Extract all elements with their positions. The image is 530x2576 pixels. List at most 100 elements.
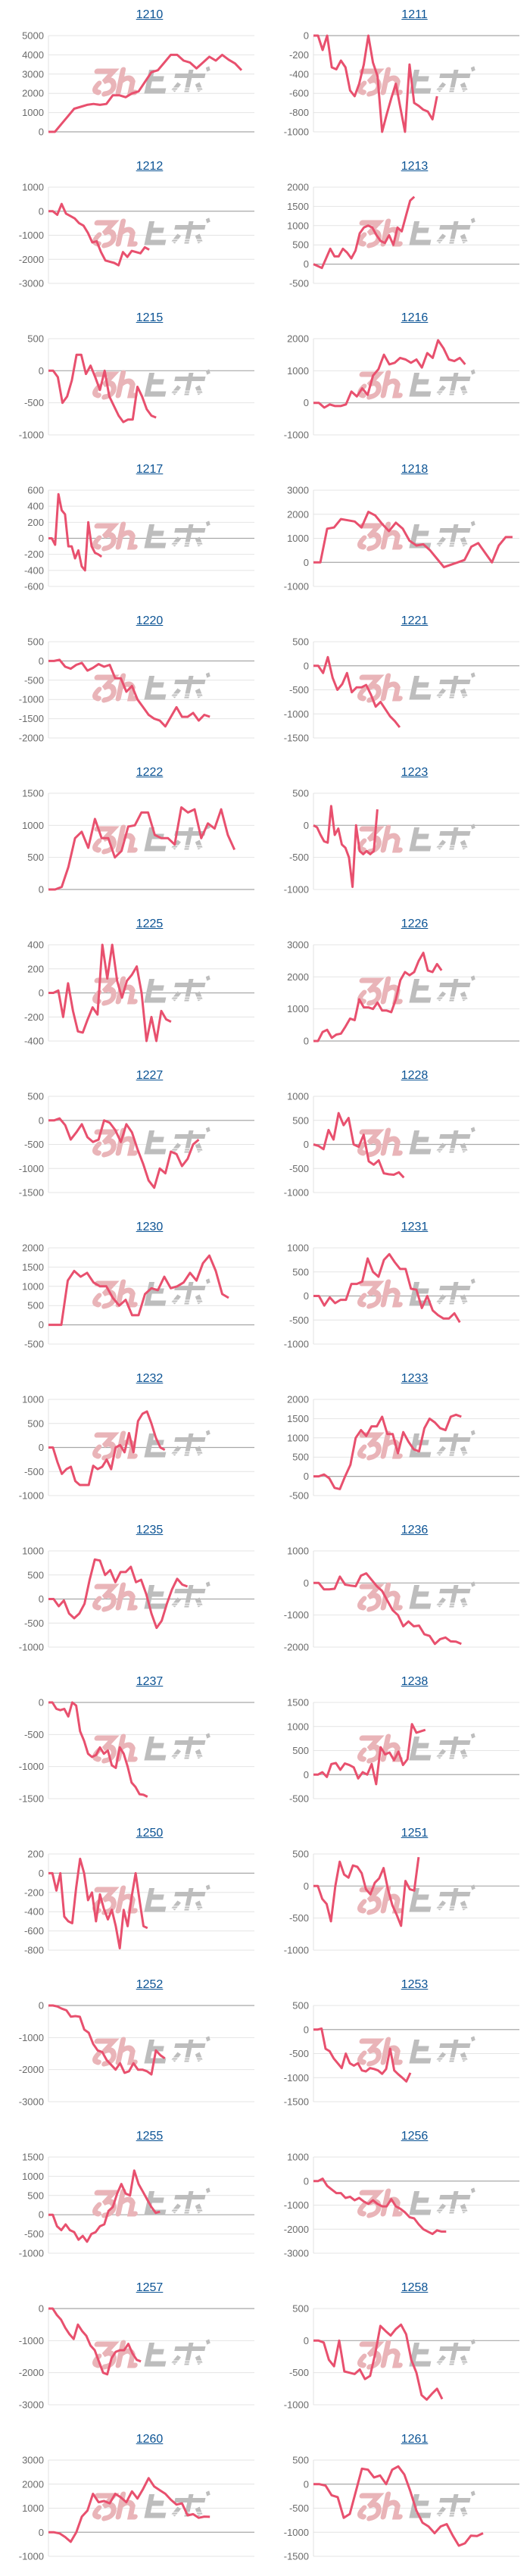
chart-title: 1256 [310, 2130, 519, 2143]
y-tick-label: 0 [304, 1577, 309, 1589]
y-tick-label: 500 [27, 1569, 44, 1580]
chart-title-link[interactable]: 1228 [401, 1069, 429, 1082]
y-tick-label: 0 [39, 1114, 44, 1126]
y-tick-label: 1500 [22, 788, 44, 799]
chart-title-link[interactable]: 1216 [401, 311, 429, 324]
series-line [48, 806, 236, 891]
chart-title-link[interactable]: 1225 [136, 918, 164, 930]
y-tick-label: 2000 [287, 508, 309, 520]
chart-title-link[interactable]: 1220 [136, 614, 164, 627]
y-tick-label: -200 [24, 549, 44, 560]
chart-svg: -1000 -500 0 500 1000 [19, 1394, 254, 1502]
y-tick-label: -1000 [19, 2335, 44, 2346]
chart-title: 1215 [45, 311, 254, 325]
chart-title-link[interactable]: 1253 [401, 1978, 429, 1991]
chart-title-link[interactable]: 1213 [401, 160, 429, 173]
y-tick-label: 0 [39, 1697, 44, 1708]
chart-title: 1226 [310, 918, 519, 931]
chart-title-link[interactable]: 1260 [136, 2433, 164, 2446]
chart-title-link[interactable]: 1215 [136, 311, 164, 324]
y-tick-label: -800 [24, 1945, 44, 1956]
chart-svg: -500 0 500 1000 1500 2000 [22, 1243, 254, 1350]
y-tick-label: 0 [39, 1868, 44, 1879]
watermark-logo [92, 369, 212, 400]
watermark-logo [357, 2036, 477, 2067]
chart-title-link[interactable]: 1256 [401, 2130, 429, 2143]
chart-svg: -1000 -500 0 500 1000 1500 [19, 2152, 254, 2259]
chart-1255: -1000 -500 0 500 1000 1500 1255 [0, 2121, 265, 2273]
y-tick-label: 2000 [22, 1243, 44, 1254]
chart-1211: -1000 -800 -600 -400 -200 0 1211 [265, 0, 530, 152]
chart-title-link[interactable]: 1252 [136, 1978, 164, 1991]
chart-title-link[interactable]: 1233 [401, 1372, 429, 1385]
chart-title-link[interactable]: 1211 [401, 8, 428, 21]
series-line [48, 658, 210, 728]
y-tick-label: -3000 [19, 278, 44, 289]
chart-title-link[interactable]: 1210 [136, 8, 164, 21]
chart-title-link[interactable]: 1221 [401, 614, 429, 627]
watermark-logo [357, 66, 477, 97]
y-tick-label: 0 [304, 2335, 309, 2346]
y-tick-label: -1000 [19, 2551, 44, 2562]
series-line [313, 1857, 420, 1927]
chart-title-link[interactable]: 1218 [401, 463, 429, 476]
y-tick-label: 0 [304, 1769, 309, 1780]
chart-title-link[interactable]: 1235 [136, 1524, 164, 1537]
chart-1256: -3000 -2000 -1000 0 1000 1256 [265, 2121, 530, 2273]
y-tick-label: 1000 [287, 1091, 309, 1102]
series-line [313, 2027, 412, 2083]
y-tick-label: -1000 [284, 1609, 309, 1621]
y-tick-label: -1500 [284, 733, 309, 744]
chart-title-link[interactable]: 1222 [136, 766, 164, 779]
chart-title-link[interactable]: 1236 [401, 1524, 429, 1537]
watermark-logo [357, 1278, 477, 1309]
chart-svg: -1500 -1000 -500 0 500 [284, 2000, 519, 2108]
y-tick-label: -1000 [284, 884, 309, 896]
y-tick-label: -2000 [284, 1642, 309, 1653]
chart-title-link[interactable]: 1223 [401, 766, 429, 779]
y-tick-label: -1500 [284, 2551, 309, 2562]
y-tick-label: -500 [24, 1729, 44, 1740]
chart-title: 1257 [45, 2281, 254, 2295]
chart-title-link[interactable]: 1230 [136, 1221, 164, 1233]
chart-title-link[interactable]: 1255 [136, 2130, 164, 2143]
chart-title-link[interactable]: 1232 [136, 1372, 164, 1385]
chart-title-link[interactable]: 1257 [136, 2281, 164, 2294]
chart-svg: -800 -600 -400 -200 0 200 [24, 1849, 254, 1956]
y-tick-label: -500 [289, 1490, 309, 1502]
y-tick-label: -1000 [284, 1339, 309, 1350]
chart-title-link[interactable]: 1231 [401, 1221, 429, 1233]
chart-title: 1233 [310, 1372, 519, 1386]
chart-title: 1217 [45, 463, 254, 477]
chart-title-link[interactable]: 1212 [136, 160, 164, 173]
series-line [313, 339, 466, 409]
y-tick-label: -1000 [284, 2527, 309, 2538]
y-tick-label: 1000 [22, 1546, 44, 1557]
y-tick-label: 0 [304, 2175, 309, 2187]
y-tick-label: 500 [292, 1266, 309, 1277]
watermark-logo [357, 2339, 477, 2370]
y-tick-label: -400 [24, 1036, 44, 1047]
chart-title-link[interactable]: 1237 [136, 1675, 164, 1688]
y-tick-label: 2000 [287, 333, 309, 345]
y-tick-label: 0 [39, 2000, 44, 2012]
chart-title-link[interactable]: 1226 [401, 918, 429, 930]
chart-title-link[interactable]: 1251 [401, 1827, 429, 1840]
y-tick-label: 0 [39, 2209, 44, 2221]
y-tick-label: -800 [289, 107, 309, 118]
watermark-logo [357, 369, 477, 400]
chart-title: 1225 [45, 918, 254, 931]
y-tick-label: 500 [292, 1452, 309, 1463]
chart-title-link[interactable]: 1250 [136, 1827, 164, 1840]
chart-title: 1227 [45, 1069, 254, 1083]
chart-title-link[interactable]: 1227 [136, 1069, 164, 1082]
chart-title-link[interactable]: 1261 [401, 2433, 429, 2446]
chart-title-link[interactable]: 1217 [136, 463, 164, 476]
y-tick-label: 0 [304, 660, 309, 671]
chart-title-link[interactable]: 1258 [401, 2281, 429, 2294]
series-line [48, 53, 243, 133]
chart-1237: -1500 -1000 -500 0 1237 [0, 1667, 265, 1818]
y-tick-label: -1000 [284, 2199, 309, 2211]
y-tick-label: -1000 [19, 694, 44, 705]
chart-title-link[interactable]: 1238 [401, 1675, 429, 1688]
